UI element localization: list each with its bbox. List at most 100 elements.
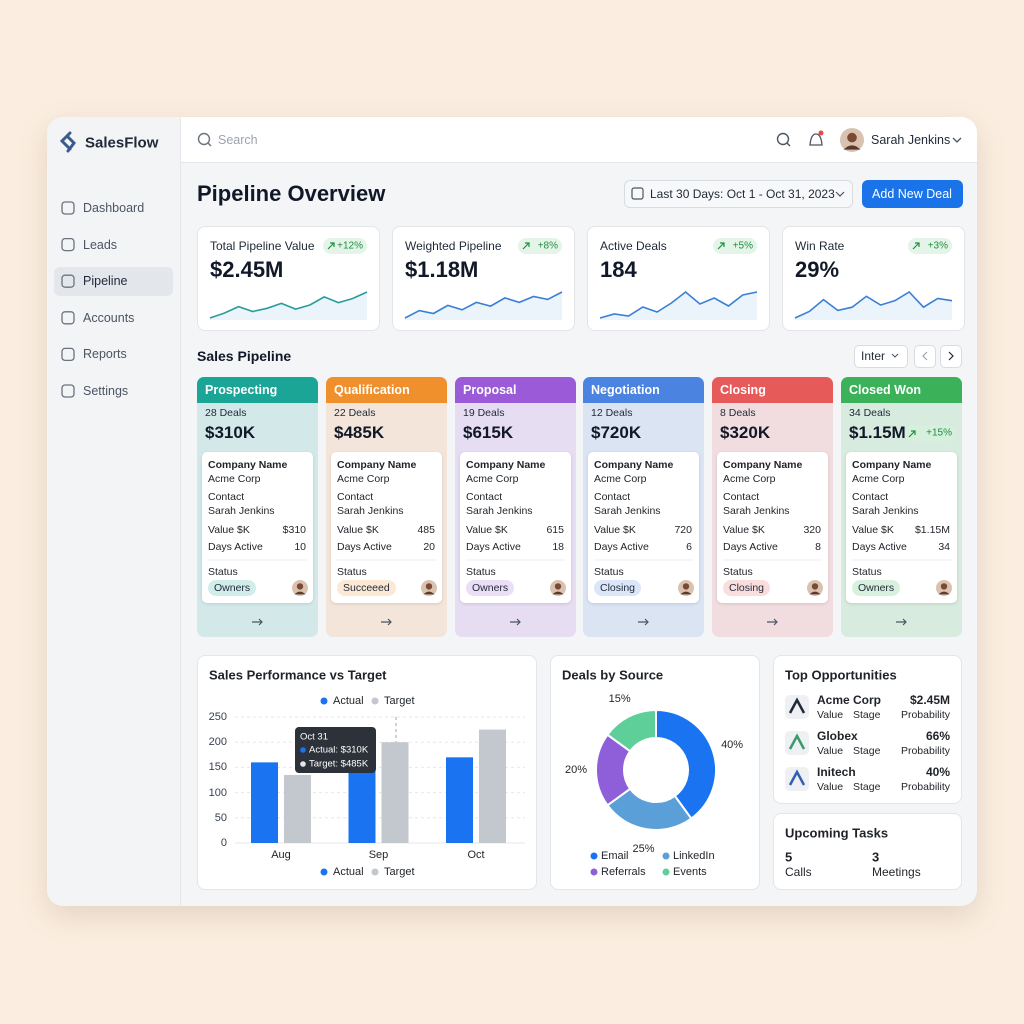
opp-meta: Stage: [853, 709, 881, 721]
opp-amount-label: Probability: [900, 745, 950, 757]
stage-name: Negotiation: [591, 383, 660, 397]
card-label: Company Name: [208, 459, 288, 471]
logo-glyph: [788, 697, 806, 714]
kpi-label: Weighted Pipeline: [405, 239, 502, 253]
card-contact: Sarah Jenkins: [723, 505, 790, 517]
y-tick-label: 0: [220, 837, 227, 849]
opp-amount: 66%: [925, 729, 950, 743]
card-label: Value $K: [723, 524, 765, 536]
prev-button[interactable]: [914, 345, 936, 368]
card-label: Days Active: [466, 541, 521, 553]
next-arrow: [948, 351, 954, 361]
search[interactable]: Search: [218, 133, 258, 147]
opp-meta: Value: [817, 745, 844, 757]
sparkline-area: [795, 292, 952, 320]
card-label: Company Name: [852, 459, 932, 471]
stage-name: Closing: [720, 383, 766, 397]
legend-label: Events: [673, 866, 707, 878]
card-label: Status: [466, 566, 496, 578]
legend-label: Target: [384, 866, 415, 878]
deal-card[interactable]: [460, 452, 571, 603]
sparkline: [794, 290, 953, 319]
deal-card[interactable]: [331, 452, 442, 603]
deal-card[interactable]: [846, 452, 957, 603]
card-days: 10: [294, 541, 306, 553]
task-label: Meetings: [872, 865, 921, 879]
bar: [479, 729, 506, 843]
filter-label: Inter: [861, 349, 886, 363]
stage-name: Prospecting: [205, 383, 278, 397]
card-contact: Sarah Jenkins: [337, 505, 404, 517]
card-company: Acme Corp: [466, 473, 519, 485]
card-value: $1.15M: [914, 524, 950, 536]
brand: SalesFlow: [85, 134, 159, 152]
legend-dot: [320, 697, 328, 705]
deal-card[interactable]: [202, 452, 313, 603]
card-label: Days Active: [723, 541, 778, 553]
add-button-label[interactable]: Add New Deal: [872, 187, 952, 201]
card-arrow: [896, 618, 907, 626]
card-days: 34: [938, 541, 950, 553]
stage-name: Closed Won: [849, 383, 921, 397]
tooltip-line: Target: $485K: [309, 758, 369, 770]
status-badge: Closing: [723, 580, 771, 596]
kpi-value: 184: [600, 257, 637, 282]
card-label: Value $K: [466, 524, 508, 536]
card-label: Value $K: [208, 524, 250, 536]
nav-item[interactable]: Leads: [83, 237, 118, 252]
nav-item[interactable]: Dashboard: [83, 201, 145, 215]
avatar-head: [296, 583, 304, 590]
nav-item[interactable]: Pipeline: [83, 274, 128, 289]
source-card: [550, 655, 760, 890]
nav-icon: [61, 201, 75, 215]
bar: [284, 774, 311, 843]
card-label: Days Active: [208, 541, 263, 553]
card-value: $310: [282, 524, 306, 536]
kpi-value: $2.45M: [210, 257, 284, 282]
tooltip-title: Oct 31: [300, 731, 328, 743]
add-button[interactable]: [862, 180, 963, 208]
nav-icon: [61, 384, 75, 398]
y-tick-label: 200: [208, 736, 227, 749]
stage-header: [326, 377, 447, 403]
opp-amount: $2.45M: [909, 693, 950, 707]
next-button[interactable]: [940, 345, 962, 368]
nav-item[interactable]: Settings: [83, 384, 129, 398]
stage-badge: [904, 425, 956, 441]
y-tick-label: 250: [208, 711, 227, 723]
legend-dot: [662, 852, 670, 860]
date-picker[interactable]: [624, 180, 853, 208]
kpi-change: +8%: [537, 240, 558, 252]
card-label: Company Name: [337, 459, 417, 471]
filter-select[interactable]: [854, 345, 908, 368]
stage-header: [455, 377, 576, 403]
card-arrow: [510, 618, 521, 626]
kpi-change: +12%: [337, 240, 363, 252]
y-tick-label: 150: [208, 761, 227, 774]
user-name[interactable]: Sarah Jenkins: [871, 133, 951, 147]
task-count: 3: [872, 849, 880, 865]
stage-total: $720K: [591, 423, 642, 442]
card-arrow: [252, 618, 263, 626]
y-tick-label: 100: [208, 786, 227, 799]
logo-glyph: [788, 769, 806, 786]
x-tick-label: Sep: [368, 849, 389, 861]
card-days: 6: [686, 541, 692, 553]
stage-header: [197, 377, 318, 403]
bar: [251, 762, 278, 843]
nav-item[interactable]: Accounts: [83, 310, 135, 325]
legend-dot: [371, 868, 379, 876]
legend-label: Email: [601, 850, 629, 862]
avatar-body: [809, 591, 821, 595]
avatar-body: [680, 591, 692, 595]
kpi-card: [197, 226, 380, 331]
deal-card[interactable]: [717, 452, 828, 603]
deal-card[interactable]: [588, 452, 699, 603]
opp-meta: Value: [817, 781, 844, 793]
trend-arrow: [327, 242, 335, 250]
nav-item[interactable]: Reports: [83, 347, 127, 362]
stage-deals: 19 Deals: [463, 407, 505, 419]
